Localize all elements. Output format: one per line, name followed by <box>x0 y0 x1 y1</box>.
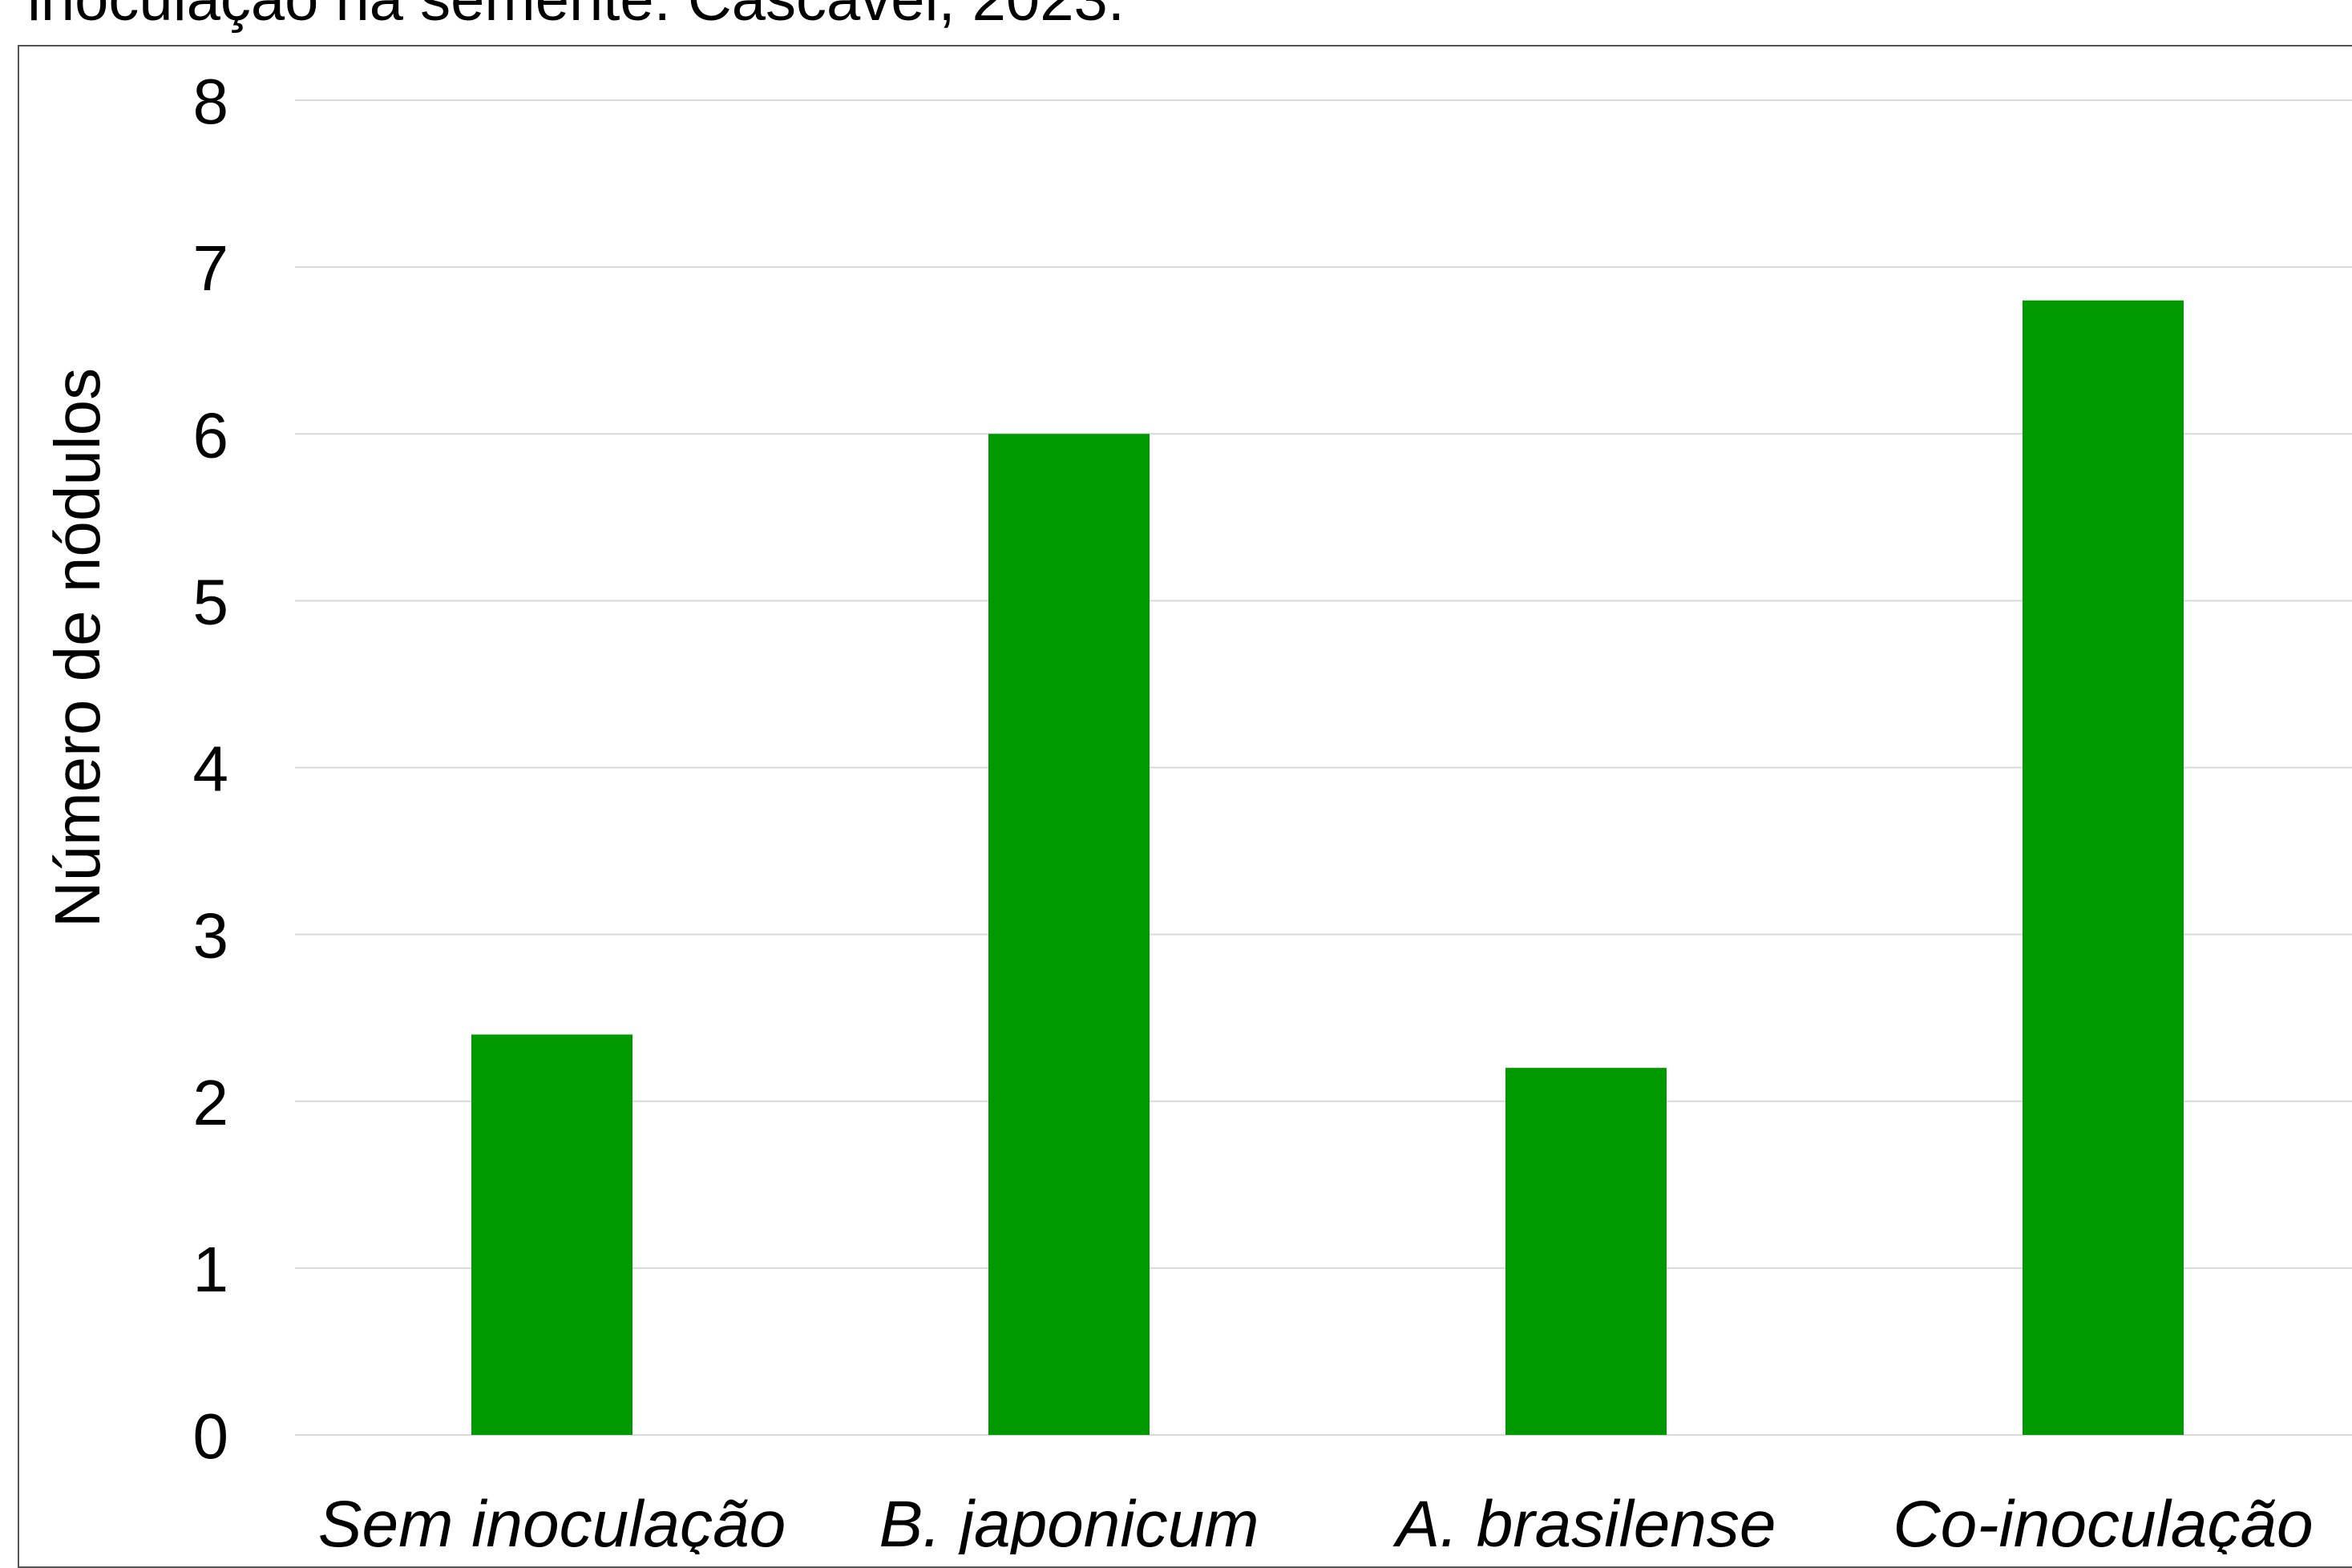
x-tick-label: A. brasilense <box>1392 1488 1776 1554</box>
y-tick-label: 6 <box>193 399 229 471</box>
y-tick-label: 5 <box>193 566 229 637</box>
x-tick-labels: Sem inoculação B. japonicum A. brasilense C… <box>318 1488 2314 1554</box>
y-tick-label: 1 <box>193 1234 229 1305</box>
gridlines <box>295 99 2352 1436</box>
y-tick-label: 7 <box>193 232 229 304</box>
bar <box>471 1034 632 1435</box>
y-tick-labels: 0 1 2 3 4 5 6 7 8 <box>193 66 229 1472</box>
x-tick-label: Sem inoculação <box>318 1488 786 1554</box>
figure-caption: inoculação na semente. Cascavel, 2023. <box>27 0 1125 30</box>
bar <box>988 434 1150 1435</box>
y-tick-label: 0 <box>193 1400 229 1472</box>
bar <box>1505 1068 1667 1435</box>
y-tick-label: 4 <box>193 733 229 805</box>
bars <box>471 300 2184 1435</box>
x-tick-label: Co-inoculação <box>1893 1488 2313 1554</box>
y-tick-label: 2 <box>193 1067 229 1138</box>
bar <box>2023 300 2184 1435</box>
y-tick-label: 3 <box>193 900 229 972</box>
x-tick-label: B. japonicum <box>879 1488 1259 1554</box>
y-tick-label: 8 <box>193 66 229 137</box>
